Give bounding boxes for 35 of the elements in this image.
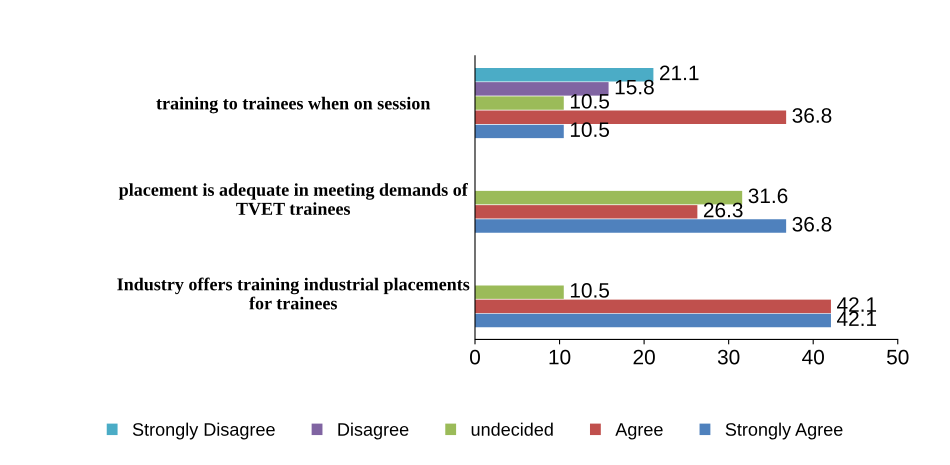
data-label: 26.3 <box>704 202 743 218</box>
y-tick-label: placement is adequate in meeting demands of TVET trainees <box>118 183 468 216</box>
bar <box>475 300 831 314</box>
bar <box>475 124 564 138</box>
legend-label: Strongly Disagree <box>132 422 275 440</box>
y-tick-label: training to trainees when on session <box>156 96 430 114</box>
legend-label: undecided <box>472 422 553 436</box>
data-label: 31.6 <box>748 188 788 204</box>
bar <box>475 68 654 82</box>
bar <box>475 110 786 124</box>
data-label: 36.8 <box>792 216 832 232</box>
data-label: 10.5 <box>570 122 610 138</box>
bar <box>475 314 831 328</box>
legend-label: Disagree <box>338 422 408 440</box>
bar <box>475 190 742 204</box>
bar <box>475 285 564 299</box>
data-label: 42.1 <box>836 311 876 326</box>
x-tick-label: 40 <box>802 350 824 364</box>
data-label: 36.8 <box>792 108 832 123</box>
bar <box>475 205 698 219</box>
x-tick-label: 10 <box>550 350 570 364</box>
legend-label: Agree <box>615 423 663 440</box>
data-label: 10.5 <box>570 94 610 109</box>
data-label: 42.1 <box>836 297 876 312</box>
x-tick-label: 20 <box>634 350 655 364</box>
legend-label: Strongly Agree <box>726 422 842 440</box>
y-tick-label: Industry offers training industrial placements for trainees <box>117 278 470 310</box>
x-tick-label: 0 <box>470 350 480 364</box>
data-label: 15.8 <box>616 80 654 94</box>
bar <box>475 219 786 233</box>
x-tick-label: 30 <box>718 350 740 364</box>
data-label: 21.1 <box>660 66 698 80</box>
data-label: 10.5 <box>570 283 610 298</box>
bar <box>475 96 564 110</box>
x-tick-label: 50 <box>887 350 909 364</box>
